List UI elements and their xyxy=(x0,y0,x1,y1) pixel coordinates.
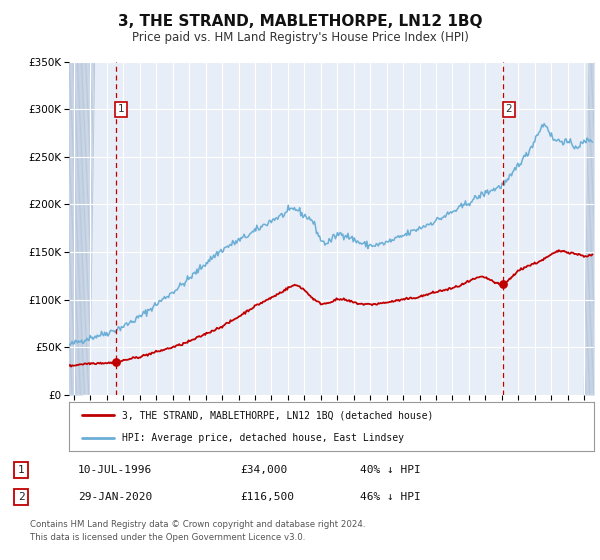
Text: Contains HM Land Registry data © Crown copyright and database right 2024.: Contains HM Land Registry data © Crown c… xyxy=(30,520,365,529)
Text: This data is licensed under the Open Government Licence v3.0.: This data is licensed under the Open Gov… xyxy=(30,533,305,542)
Text: £116,500: £116,500 xyxy=(240,492,294,502)
Text: 40% ↓ HPI: 40% ↓ HPI xyxy=(360,465,421,475)
Point xyxy=(111,358,121,367)
Point xyxy=(499,279,508,288)
Text: 1: 1 xyxy=(118,104,125,114)
Text: 1: 1 xyxy=(17,465,25,475)
Text: 46% ↓ HPI: 46% ↓ HPI xyxy=(360,492,421,502)
Text: 2: 2 xyxy=(17,492,25,502)
Text: 3, THE STRAND, MABLETHORPE, LN12 1BQ: 3, THE STRAND, MABLETHORPE, LN12 1BQ xyxy=(118,14,482,29)
Text: 2: 2 xyxy=(506,104,512,114)
Text: 3, THE STRAND, MABLETHORPE, LN12 1BQ (detached house): 3, THE STRAND, MABLETHORPE, LN12 1BQ (de… xyxy=(121,410,433,421)
Text: 29-JAN-2020: 29-JAN-2020 xyxy=(78,492,152,502)
Text: £34,000: £34,000 xyxy=(240,465,287,475)
Text: HPI: Average price, detached house, East Lindsey: HPI: Average price, detached house, East… xyxy=(121,433,404,444)
Text: Price paid vs. HM Land Registry's House Price Index (HPI): Price paid vs. HM Land Registry's House … xyxy=(131,31,469,44)
Text: 10-JUL-1996: 10-JUL-1996 xyxy=(78,465,152,475)
